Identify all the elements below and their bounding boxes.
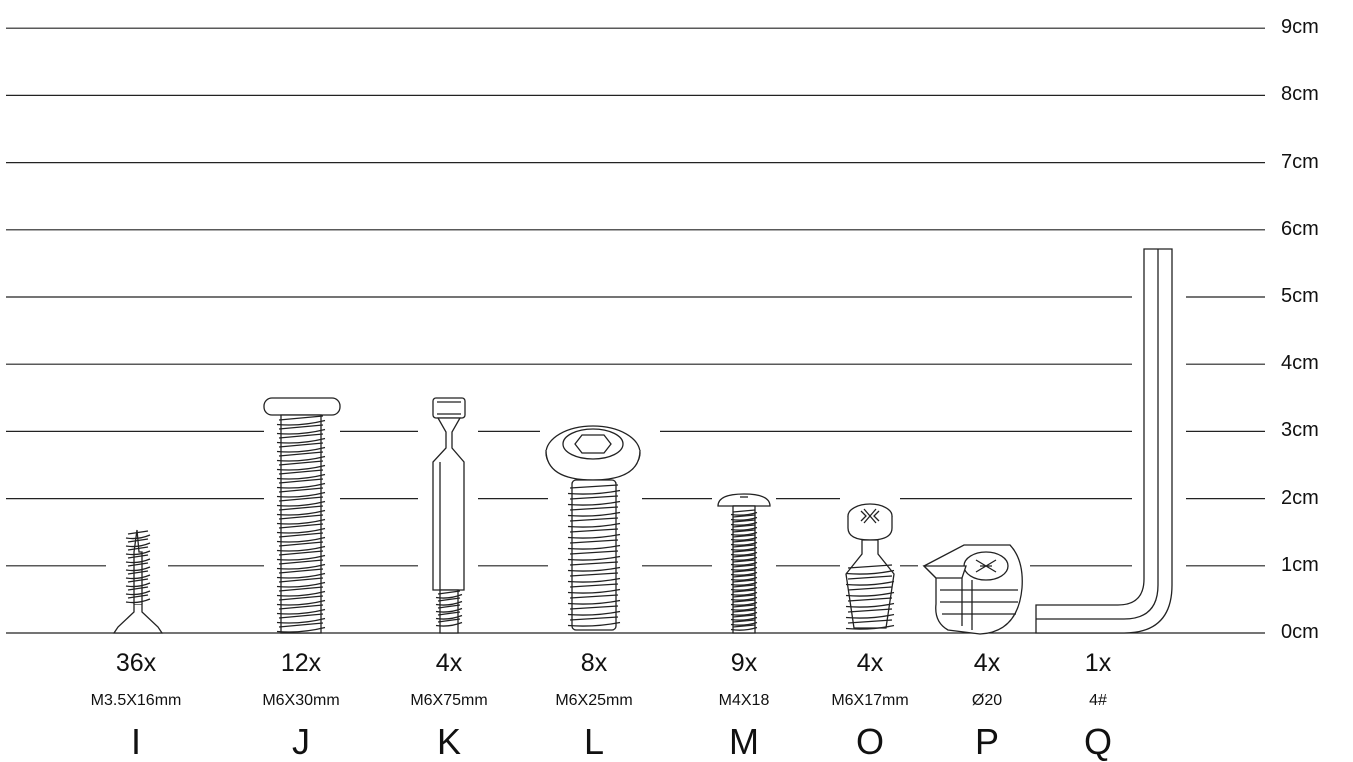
scale-label-6: 6cm [1281, 217, 1319, 240]
scale-label-1: 1cm [1281, 553, 1319, 576]
part-letter-k: K [436, 721, 462, 762]
part-size-p: Ø20 [971, 692, 1003, 709]
part-count-q: 1x [1084, 649, 1112, 677]
scale-label-9: 9cm [1281, 16, 1319, 39]
part-count-l: 8x [580, 649, 608, 677]
scale-lines [6, 27, 1265, 634]
cam-dowel-icon [432, 397, 466, 634]
scale-label-2: 2cm [1281, 486, 1319, 509]
scale-label-5: 5cm [1281, 285, 1319, 307]
part-size-q: 4# [1089, 692, 1107, 709]
part-size-k: M6X75mm [410, 692, 488, 709]
part-size-j: M6X30mm [262, 692, 340, 709]
scale-label-0: 0cm [1281, 621, 1319, 643]
part-letter-j: J [292, 721, 310, 762]
part-count-p: 4x [973, 649, 1001, 677]
part-count-m: 9x [730, 649, 758, 677]
part-count-k: 4x [435, 649, 463, 677]
part-letter-m: M [729, 721, 759, 762]
part-letter-l: L [583, 721, 605, 762]
part-letter-p: P [974, 721, 1000, 762]
part-letter-i: I [130, 721, 142, 762]
part-size-o: M6X17mm [831, 692, 909, 709]
scale-label-4: 4cm [1281, 352, 1319, 375]
part-size-i: M3.5X16mm [90, 692, 182, 709]
part-size-l: M6X25mm [555, 692, 633, 709]
scale-label-3: 3cm [1281, 419, 1319, 442]
cam-stud-icon [845, 503, 895, 630]
part-count-i: 36x [115, 649, 157, 677]
machine-screw-icon [717, 493, 771, 634]
part-letter-q: Q [1083, 721, 1113, 762]
scale-label-7: 7cm [1281, 150, 1319, 173]
part-count-j: 12x [280, 649, 322, 677]
allen-key-icon [1035, 248, 1173, 634]
part-size-m: M4X18 [718, 692, 770, 709]
hex-button-bolt-icon [545, 425, 641, 631]
flat-head-bolt-icon [263, 397, 341, 634]
part-letter-o: O [855, 721, 885, 762]
part-count-o: 4x [856, 649, 884, 677]
wood-screw-icon [112, 529, 164, 634]
scale-label-8: 8cm [1281, 83, 1319, 106]
cam-lock-icon [922, 544, 1023, 635]
